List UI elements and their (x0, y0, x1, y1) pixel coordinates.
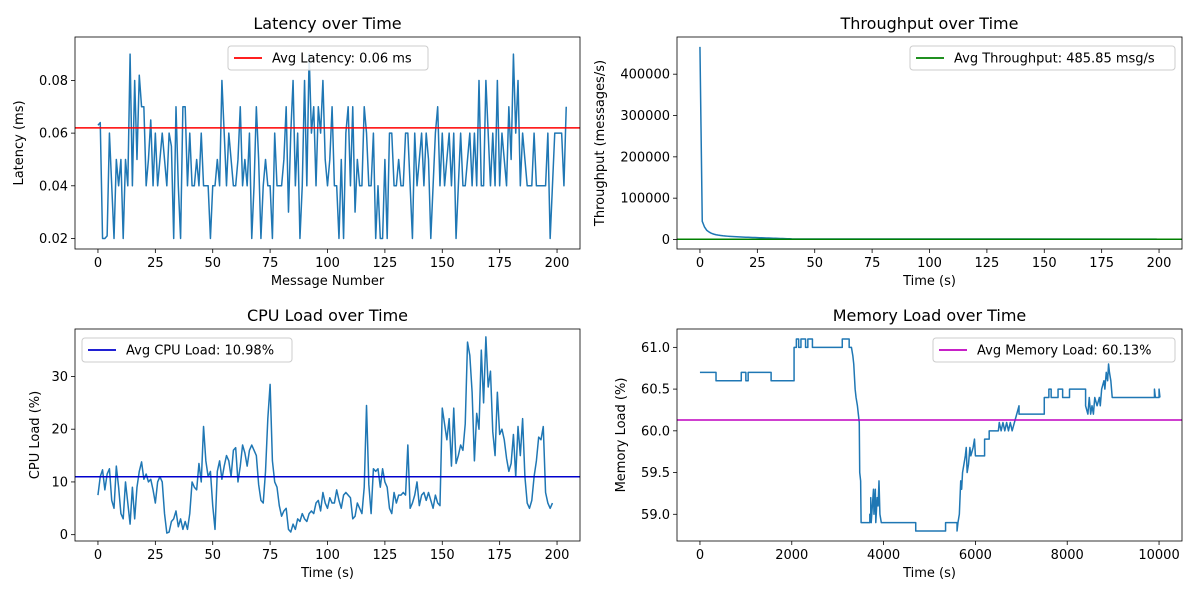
y-tick-label: 0.06 (39, 127, 68, 142)
x-tick-label: 200 (545, 548, 570, 563)
y-tick-label: 0.02 (39, 232, 68, 247)
x-tick-label: 2000 (775, 548, 808, 563)
legend-box (227, 45, 429, 71)
axes-frame (676, 328, 1183, 542)
x-tick-label: 4000 (867, 548, 900, 563)
x-tick-label: 100 (315, 256, 340, 271)
x-tick-label: 150 (1032, 256, 1057, 271)
x-axis-label: Time (s) (300, 566, 354, 581)
legend-label: Avg CPU Load: 10.98% (126, 344, 274, 359)
x-tick-label: 175 (487, 548, 512, 563)
x-tick-label: 0 (94, 548, 102, 563)
subplot-2: Throughput over Time 0 25 50 75 100 125 150 175 2… (593, 14, 1183, 289)
subplot-4: Memory Load over Time 0 2000 4000 6000 8000 10… (614, 306, 1183, 581)
x-tick-label: 200 (1147, 256, 1172, 271)
series-line-1 (699, 338, 1161, 532)
y-tick-label: 20 (51, 423, 68, 438)
x-tick-label: 10000 (1138, 548, 1179, 563)
x-axis-label: Message Number (271, 274, 385, 289)
legend-label: Avg Latency: 0.06 ms (272, 52, 412, 67)
x-tick-label: 125 (372, 256, 397, 271)
x-tick-label: 25 (749, 256, 766, 271)
x-tick-label: 6000 (959, 548, 992, 563)
x-tick-label: 50 (204, 548, 221, 563)
x-tick-label: 100 (917, 256, 942, 271)
x-tick-label: 50 (204, 256, 221, 271)
x-tick-label: 0 (696, 256, 704, 271)
x-tick-label: 25 (147, 548, 164, 563)
subplot-title: Memory Load over Time (833, 306, 1027, 325)
y-tick-label: 0.08 (39, 74, 68, 89)
legend-box (909, 45, 1176, 71)
y-tick-label: 0 (662, 233, 670, 248)
x-tick-label: 200 (545, 256, 570, 271)
x-tick-label: 8000 (1051, 548, 1084, 563)
x-tick-label: 25 (147, 256, 164, 271)
legend: Avg CPU Load: 10.98% (81, 337, 293, 363)
subplot-title: Latency over Time (253, 14, 401, 33)
y-tick-label: 30 (51, 370, 68, 385)
x-tick-label: 75 (864, 256, 881, 271)
x-tick-label: 100 (315, 548, 340, 563)
subplot-1: Latency over Time 0 25 50 75 100 125 150 175 200 0… (12, 14, 581, 289)
y-tick-label: 300000 (620, 109, 670, 124)
y-tick-label: 0.04 (39, 179, 68, 194)
y-tick-label: 100000 (620, 192, 670, 207)
y-tick-label: 60.5 (641, 383, 670, 398)
x-tick-label: 175 (1089, 256, 1114, 271)
y-axis-label: Memory Load (%) (614, 378, 629, 493)
x-tick-label: 175 (487, 256, 512, 271)
y-tick-label: 61.0 (641, 341, 670, 356)
x-axis-label: Time (s) (902, 566, 956, 581)
legend: Avg Throughput: 485.85 msg/s (909, 45, 1176, 71)
x-tick-label: 0 (696, 548, 704, 563)
x-tick-label: 75 (262, 548, 279, 563)
series-line-1 (699, 46, 1157, 240)
y-tick-label: 59.0 (641, 508, 670, 523)
y-axis-label: Throughput (messages/s) (593, 60, 608, 227)
y-tick-label: 10 (51, 475, 68, 490)
y-tick-label: 59.5 (641, 466, 670, 481)
y-axis-label: Latency (ms) (12, 100, 27, 185)
x-tick-label: 0 (94, 256, 102, 271)
x-tick-label: 75 (262, 256, 279, 271)
legend-label: Avg Throughput: 485.85 msg/s (954, 52, 1155, 67)
series-line-1 (97, 53, 567, 240)
x-axis-label: Time (s) (902, 274, 956, 289)
y-tick-label: 0 (60, 528, 68, 543)
x-tick-label: 125 (974, 256, 999, 271)
legend: Avg Latency: 0.06 ms (227, 45, 429, 71)
legend-box (81, 337, 293, 363)
x-tick-label: 150 (430, 548, 455, 563)
y-tick-label: 60.0 (641, 424, 670, 439)
subplot-title: Throughput over Time (840, 14, 1019, 33)
subplot-title: CPU Load over Time (247, 306, 408, 325)
x-tick-label: 125 (372, 548, 397, 563)
y-tick-label: 200000 (620, 150, 670, 165)
legend-box (932, 337, 1176, 363)
x-tick-label: 50 (806, 256, 823, 271)
y-axis-label: CPU Load (%) (28, 391, 43, 479)
x-tick-label: 150 (430, 256, 455, 271)
series-line-1 (97, 336, 554, 534)
y-tick-label: 400000 (620, 68, 670, 83)
legend-label: Avg Memory Load: 60.13% (977, 344, 1151, 359)
legend: Avg Memory Load: 60.13% (932, 337, 1176, 363)
